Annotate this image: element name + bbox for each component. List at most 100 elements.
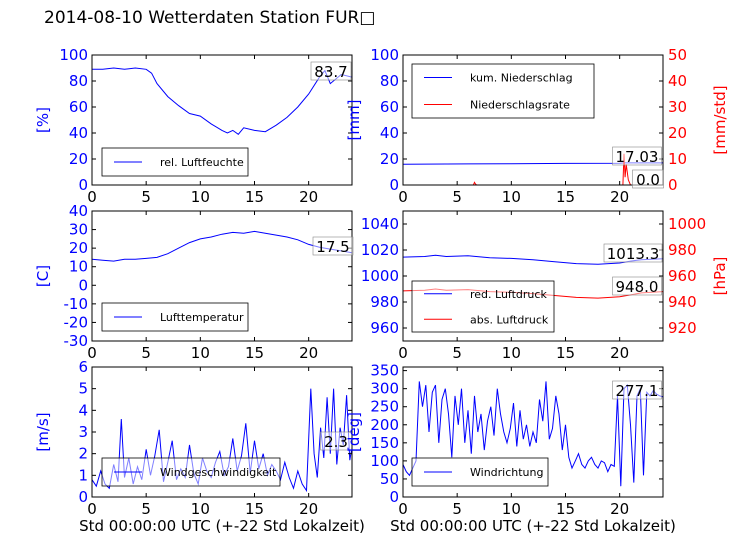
humidity-ytick-label: 20 [69,150,88,168]
temperature-annotation: 17.5 [316,238,349,256]
humidity-xtick-label: 20 [299,188,318,206]
precipitation-legend-label: kum. Niederschlag [470,72,573,85]
windspeed-xtick-label: 20 [299,500,318,518]
temperature-xtick-label: 0 [87,344,97,362]
humidity-plot-frame [91,54,353,186]
pressure-ylabel-right: [hPa] [711,257,729,296]
temperature-ylabel: [C] [34,265,52,287]
temperature-xtick-label: 20 [299,344,318,362]
pressure-ytick-label: 960 [370,319,399,337]
humidity-ytick-label: 80 [69,72,88,90]
precipitation-ytick-label: 80 [380,72,399,90]
pressure-ytick-right-label: 1000 [668,215,706,233]
humidity-annotation: 83.7 [314,63,347,81]
windspeed-xlabel: Std 00:00:00 UTC (+-22 Std Lokalzeit) [79,517,365,535]
temperature-xtick-label: 5 [141,344,151,362]
precipitation-ytick-right-label: 40 [668,72,687,90]
temperature-xtick-label: 10 [191,344,210,362]
pressure-legend-box [411,280,555,333]
precipitation-xtick-label: 0 [398,188,408,206]
humidity-ytick-label: 60 [69,98,88,116]
precipitation-ytick-right-label: 10 [668,150,687,168]
precipitation-xtick-label: 5 [452,188,462,206]
winddirection-plot-frame [402,366,664,498]
temperature-ytick-label: 10 [69,258,88,276]
humidity-series-0 [92,67,353,135]
precipitation-ytick-label: 100 [370,46,399,64]
pressure-annotation: 1013.3 [607,245,660,263]
precipitation-ytick-right-label: 50 [668,46,687,64]
windspeed-ylabel: [m/s] [34,412,52,451]
humidity-ytick-label: 100 [59,46,88,64]
precipitation-xtick-label: 20 [610,188,629,206]
precipitation-annotation-box [612,146,662,166]
humidity-annotation-box [310,61,352,81]
humidity-xtick-label: 5 [141,188,151,206]
pressure-ytick-label: 980 [370,293,399,311]
temperature-ytick-label: 0 [78,276,88,294]
winddirection-xlabel: Std 00:00:00 UTC (+-22 Std Lokalzeit) [390,517,676,535]
precipitation-annotation-box [632,169,664,189]
precipitation-plot-frame [402,54,664,186]
temperature-annotation-box [312,236,354,256]
precipitation-ylabel-right: [mm/std] [711,85,729,154]
winddirection-xtick-label: 0 [398,500,408,518]
precipitation-ytick-right-label: 30 [668,98,687,116]
temperature-ytick-label: 20 [69,239,88,257]
pressure-ytick-right-label: 920 [668,319,697,337]
temperature-ytick-label: -10 [64,295,89,313]
winddirection-ytick-label: 350 [370,362,399,380]
winddirection-xtick-label: 15 [556,500,575,518]
precipitation-ytick-label: 20 [380,150,399,168]
windspeed-ytick-label: 3 [78,423,88,441]
windspeed-xtick-label: 10 [191,500,210,518]
windspeed-annotation: 2.3 [324,433,348,451]
temperature-ytick-label: -20 [64,313,89,331]
winddirection-ytick-label: 300 [370,380,399,398]
humidity-xtick-label: 10 [191,188,210,206]
precipitation-legend-box [411,63,595,119]
pressure-ytick-label: 1000 [361,267,399,285]
windspeed-xtick-label: 0 [87,500,97,518]
precipitation-ylabel: [mm] [345,100,363,141]
temperature-ytick-label: 30 [69,221,88,239]
temperature-plot-frame [91,210,353,342]
winddirection-annotation-box [612,380,662,400]
temperature-ytick-label: -30 [64,332,89,350]
windspeed-xtick-label: 5 [141,500,151,518]
winddirection-ytick-label: 50 [380,470,399,488]
temperature-xtick-label: 15 [245,344,264,362]
pressure-ytick-label: 1020 [361,241,399,259]
pressure-xtick-label: 15 [556,344,575,362]
pressure-xtick-label: 10 [502,344,521,362]
precipitation-ytick-right-label: 20 [668,124,687,142]
pressure-ytick-right-label: 980 [668,241,697,259]
winddirection-ylabel: [deg] [345,412,363,452]
winddirection-ytick-label: 200 [370,416,399,434]
temperature-chart: 0 5 10 15 20-30-20-10010203040[C]Lufttempera… [34,202,354,362]
temperature-legend-label: Lufttemperatur [160,311,244,324]
precipitation-annotation: 0.0 [636,171,660,189]
winddirection-xtick-label: 20 [610,500,629,518]
humidity-ytick-label: 0 [78,176,88,194]
pressure-chart: 0 5 10 15 20 960 980 1000 1020 1040 920 940 960 980 10… [361,210,729,362]
windspeed-ytick-label: 0 [78,488,88,506]
windspeed-ytick-label: 6 [78,358,88,376]
winddirection-ytick-label: 100 [370,452,399,470]
windspeed-ytick-label: 1 [78,466,88,484]
winddirection-xtick-label: 5 [452,500,462,518]
pressure-annotation-box [612,276,662,296]
precipitation-ytick-label: 40 [380,124,399,142]
pressure-annotation: 948.0 [616,278,659,296]
pressure-xtick-label: 0 [398,344,408,362]
pressure-ytick-label: 1040 [361,215,399,233]
precipitation-xtick-label: 10 [502,188,521,206]
windspeed-legend-label: Windgeschwindigkeit [160,466,277,479]
winddirection-ytick-label: 0 [389,488,399,506]
windspeed-annotation-box [320,431,352,451]
pressure-ytick-right-label: 940 [668,293,697,311]
precipitation-xtick-label: 15 [556,188,575,206]
precipitation-ytick-right-label: 0 [668,176,678,194]
